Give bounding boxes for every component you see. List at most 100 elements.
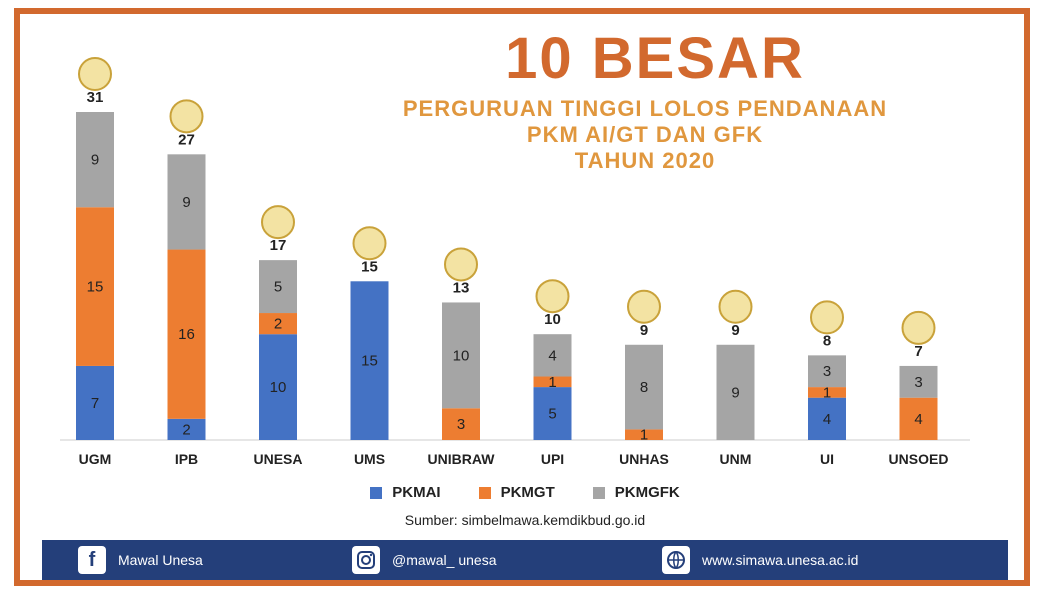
data-label-unhas-pkmgt: 1 [640,427,648,444]
bar-segment-ipb-pkmgt [167,249,206,419]
data-label-ui-pkmai: 4 [823,411,831,428]
chart-legend: PKMAI PKMGT PKMGFK [0,484,1050,501]
bar-segment-ipb-pkmai [167,418,206,440]
page-title: 10 BESAR [505,26,805,91]
bar-segment-unhas-pkmgt [625,429,663,440]
data-label-unesa-pkmgfk: 5 [274,279,282,296]
tick-label-ugm: UGM [79,451,112,467]
subtitle-line-3: TAHUN 2020 [574,148,716,173]
bar-segment-ugm-pkmgt [76,207,114,366]
data-label-unesa-pkmgt: 2 [274,316,282,333]
university-logo-ipb [169,99,204,134]
bar-segment-unsoed-pkmgt [899,397,938,440]
bar-segment-unhas-pkmgfk [625,344,663,430]
legend-swatch-pkmai [370,486,383,499]
university-logo-ums [352,226,387,261]
legend-label-pkmai: PKMAI [392,484,441,501]
university-logo-ui [810,300,844,335]
tick-label-unibraw: UNIBRAW [428,451,496,467]
data-label-upi-pkmgfk: 4 [548,347,556,364]
university-logo-unsoed [901,310,936,345]
subtitle-line-1: PERGURUAN TINGGI LOLOS PENDANAAN [402,96,888,121]
data-label-ui-pkmgfk: 3 [823,363,831,380]
bar-segment-unibraw-pkmgfk [442,302,480,409]
footer-instagram[interactable]: @mawal_ unesa [352,540,497,580]
bar-segment-ums-pkmai [350,281,389,440]
bar-segment-unesa-pkmgfk [259,260,297,314]
university-logo-unm [718,289,753,324]
university-logo-ugm [78,57,112,91]
legend-item-pkmgt: PKMGT [478,484,555,501]
stacked-bar-chart: 715931UGM216927IPB102517UNESA1515UMS3101… [60,57,970,467]
subtitle-line-2: PKM AI/GT DAN GFK [526,122,764,147]
tick-label-ipb: IPB [175,451,198,467]
total-label-unhas: 9 [640,322,648,339]
bar-segment-unesa-pkmai [259,334,297,440]
bar-segment-upi-pkmai [533,387,572,440]
tick-label-ui: UI [820,451,834,467]
data-label-ipb-pkmgfk: 9 [182,194,190,211]
total-label-unsoed: 7 [914,343,922,360]
data-label-ui-pkmgt: 1 [823,384,831,401]
tick-label-ums: UMS [354,451,385,467]
tick-label-unsoed: UNSOED [889,451,949,467]
source-note: Sumber: simbelmawa.kemdikbud.go.id [404,512,646,528]
tick-label-unhas: UNHAS [619,451,669,467]
instagram-label: @mawal_ unesa [392,552,497,568]
facebook-label: Mawal Unesa [118,552,203,568]
bar-segment-ugm-pkmai [76,365,114,440]
tick-label-unm: UNM [720,451,752,467]
legend-label-pkmgt: PKMGT [500,484,555,501]
university-logo-unesa [261,205,295,240]
bar-segment-ugm-pkmgfk [76,112,114,208]
legend-swatch-pkmgt [478,486,491,499]
legend-item-pkmgfk: PKMGFK [592,484,680,501]
data-label-ipb-pkmgt: 16 [178,326,195,343]
university-logo-unibraw [444,247,478,282]
bar-segment-ui-pkmgfk [808,355,846,388]
bar-segment-unibraw-pkmgt [442,408,480,440]
total-label-ums: 15 [361,258,378,275]
data-label-ugm-pkmgfk: 9 [91,152,99,169]
data-label-ugm-pkmai: 7 [91,395,99,412]
website-label: www.simawa.unesa.ac.id [702,552,859,568]
bar-segment-unesa-pkmgt [259,313,297,335]
total-label-ipb: 27 [178,131,195,148]
bar-segment-unm-pkmgfk [716,344,755,440]
university-logo-upi [535,279,570,314]
footer-bar: f Mawal Unesa @mawal_ unesa www.simawa.u… [42,540,1008,580]
total-label-ugm: 31 [87,89,104,106]
data-label-upi-pkmai: 5 [548,406,556,423]
footer-website[interactable]: www.simawa.unesa.ac.id [662,540,858,580]
data-label-unibraw-pkmgfk: 10 [453,347,470,364]
tick-label-upi: UPI [541,451,564,467]
university-logo-unhas [627,289,661,324]
total-label-unm: 9 [731,322,739,339]
data-label-upi-pkmgt: 1 [548,374,556,391]
total-label-ui: 8 [823,332,831,349]
data-label-unibraw-pkmgt: 3 [457,416,465,433]
total-label-upi: 10 [544,311,561,328]
facebook-icon: f [78,546,106,574]
data-label-ugm-pkmgt: 15 [87,279,104,296]
data-label-unm-pkmgfk: 9 [731,384,739,401]
data-label-ums-pkmai: 15 [361,353,378,370]
total-label-unesa: 17 [270,237,287,254]
instagram-icon [352,546,380,574]
data-label-unesa-pkmai: 10 [270,379,287,396]
bar-segment-ipb-pkmgfk [167,154,206,250]
bar-segment-upi-pkmgfk [533,334,572,377]
bar-segment-ui-pkmgt [808,387,846,398]
legend-swatch-pkmgfk [592,486,605,499]
bar-segment-unsoed-pkmgfk [899,365,938,398]
data-label-unsoed-pkmgt: 4 [914,411,922,428]
legend-label-pkmgfk: PKMGFK [614,484,680,501]
data-label-unhas-pkmgfk: 8 [640,379,648,396]
legend-item-pkmai: PKMAI [370,484,441,501]
footer-facebook[interactable]: f Mawal Unesa [78,540,203,580]
total-label-unibraw: 13 [453,279,470,296]
bar-segment-upi-pkmgt [533,376,572,388]
tick-label-unesa: UNESA [253,451,302,467]
bar-segment-ui-pkmai [808,397,846,440]
globe-icon [662,546,690,574]
